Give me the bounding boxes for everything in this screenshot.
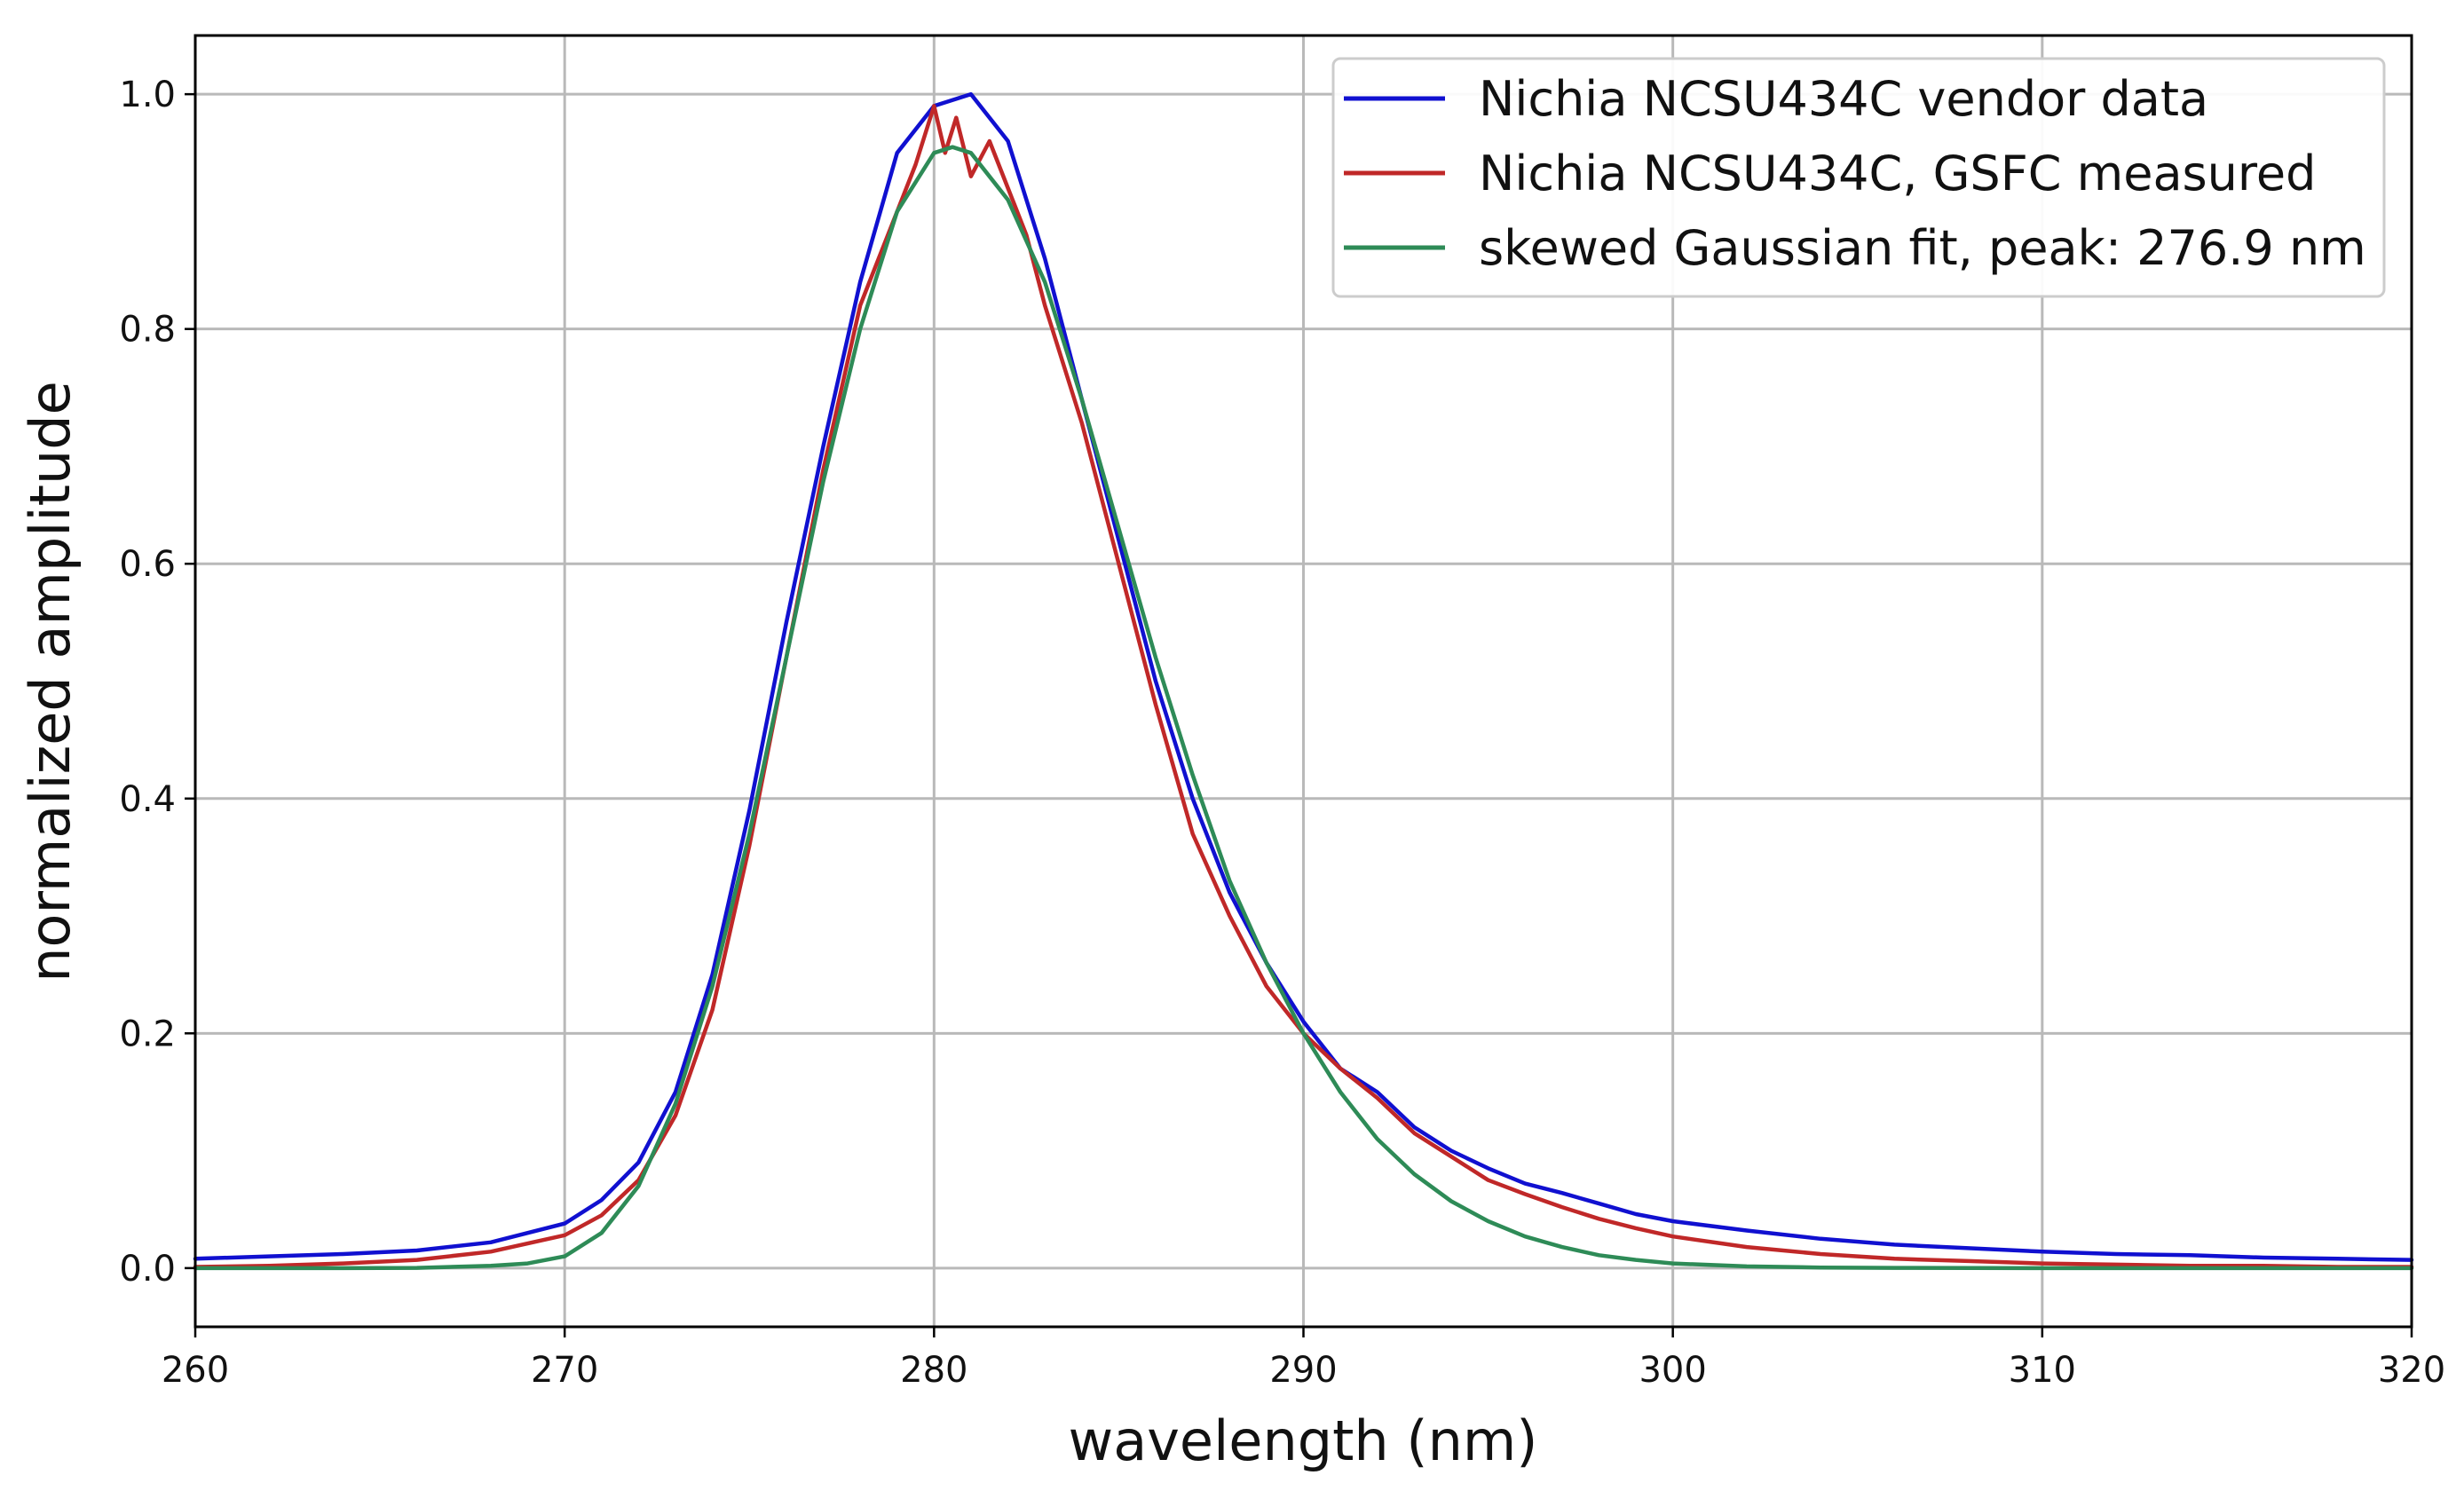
y-tick-label: 0.0 [119,1249,176,1290]
legend-label-vendor: Nichia NCSU434C vendor data [1479,71,2208,127]
x-tick-label: 270 [531,1350,598,1391]
x-tick-label: 300 [1639,1350,1706,1391]
series-line-vendor-data [193,91,2414,1262]
y-tick-label: 1.0 [119,75,176,115]
legend-label-gsfc: Nichia NCSU434C, GSFC measured [1479,146,2316,201]
series-group [193,91,2414,1271]
x-tick-label: 290 [1269,1350,1337,1391]
legend-box [1331,57,2386,298]
y-tick-label: 0.8 [119,310,176,351]
legend-label-fit: skewed Gaussian fit, peak: 276.9 nm [1479,220,2366,276]
x-tick-label: 260 [162,1350,229,1391]
x-tick-label: 310 [2009,1350,2076,1391]
x-tick-label: 320 [2378,1350,2445,1391]
grid [193,36,2413,1327]
series-line-skewed-gaussian-fit [193,145,2414,1271]
x-tick-label: 280 [900,1350,967,1391]
axis-ticks: 260 270 280 290 300 310 320 0.0 0.2 0.4 0.6 0.8 1.0 [119,75,2445,1391]
y-tick-label: 0.6 [119,544,176,585]
legend: Nichia NCSU434C vendor data Nichia NCSU4… [1331,57,2386,298]
x-axis-label: wavelength (nm) [1069,1408,1538,1473]
y-tick-label: 0.2 [119,1014,176,1054]
y-tick-label: 0.4 [119,779,176,820]
series-line-gsfc-measured [193,104,2414,1269]
y-axis-label: normalized amplitude [18,381,83,982]
